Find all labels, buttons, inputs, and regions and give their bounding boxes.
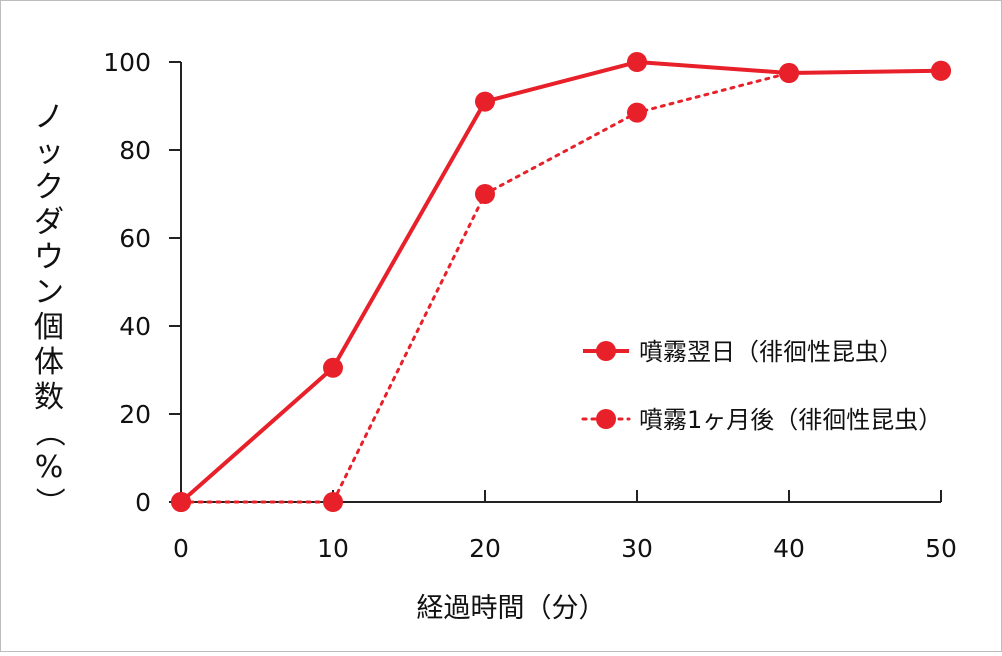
- data-point: [627, 102, 647, 123]
- x-tick-label: 0: [173, 534, 189, 563]
- legend-label: 噴霧1ヶ月後（徘徊性昆虫）: [639, 406, 942, 434]
- axes: 0 20 40 60 80 100 0 10 20 30 40 50: [103, 48, 957, 563]
- y-tick-label: 80: [119, 136, 151, 165]
- y-tick-label: 0: [135, 488, 151, 517]
- y-axis-title-char: 数: [34, 380, 64, 415]
- y-axis-title-char: ン: [34, 275, 64, 310]
- x-tick-label: 30: [621, 534, 653, 563]
- data-point: [171, 492, 191, 512]
- y-axis-title-char: （: [31, 417, 66, 447]
- y-axis-title-char: ク: [34, 170, 64, 205]
- legend-marker: [596, 341, 616, 361]
- data-point: [627, 52, 647, 72]
- legend: 噴霧翌日（徘徊性昆虫） 噴霧1ヶ月後（徘徊性昆虫）: [581, 338, 942, 434]
- y-axis-title-char: ウ: [34, 240, 64, 275]
- legend-item-1: 噴霧翌日（徘徊性昆虫）: [583, 338, 903, 366]
- series-2: [171, 60, 951, 512]
- x-tick-label: 20: [469, 534, 501, 563]
- data-point: [475, 91, 495, 112]
- data-point: [931, 60, 951, 81]
- y-axis-title-char: ノ: [34, 100, 64, 135]
- legend-item-2: 噴霧1ヶ月後（徘徊性昆虫）: [581, 406, 942, 434]
- x-axis-title: 経過時間（分）: [417, 593, 606, 624]
- y-tick-label: 60: [119, 224, 151, 253]
- x-tick-label: 10: [317, 534, 349, 563]
- y-axis-title-char: ダ: [34, 205, 64, 240]
- series-layer: [171, 52, 951, 512]
- data-point: [323, 492, 343, 512]
- x-tick-label: 40: [773, 534, 805, 563]
- y-tick-label: 40: [119, 312, 151, 341]
- legend-label: 噴霧翌日（徘徊性昆虫）: [639, 338, 903, 366]
- x-tick-label: 50: [925, 534, 957, 563]
- y-ticks: 0 20 40 60 80 100: [103, 48, 181, 517]
- data-point: [779, 63, 799, 83]
- y-axis-title-char: ッ: [34, 135, 64, 170]
- y-axis-title-char: %: [35, 450, 64, 485]
- data-point: [323, 357, 343, 378]
- y-axis-title-char: 体: [34, 345, 64, 380]
- legend-marker: [596, 409, 616, 429]
- x-ticks: 0 10 20 30 40 50: [173, 490, 957, 563]
- y-tick-label: 100: [103, 48, 151, 77]
- series-1: [171, 52, 951, 512]
- y-tick-label: 20: [119, 400, 151, 429]
- data-point: [475, 184, 495, 204]
- y-axis-title-char: 個: [34, 310, 64, 345]
- series-line: [179, 60, 942, 504]
- series-line: [179, 69, 943, 504]
- y-axis-title-char: ）: [31, 487, 66, 517]
